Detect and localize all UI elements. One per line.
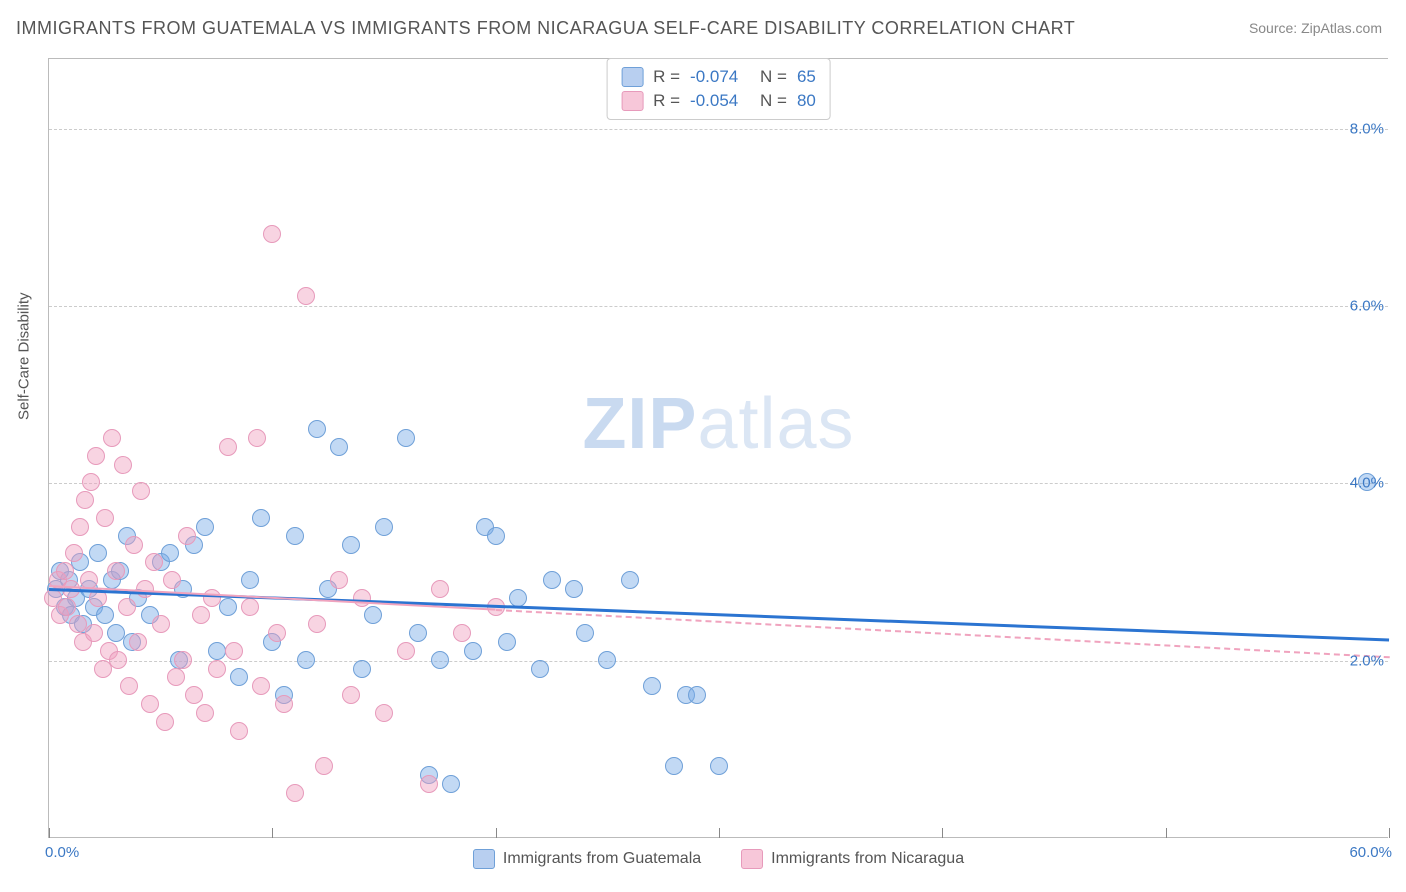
y-axis-label: Self-Care Disability [16,292,33,420]
stats-r-value-guatemala: -0.074 [690,65,750,89]
stats-n-value-guatemala: 65 [797,65,816,89]
bottom-legend: Immigrants from Guatemala Immigrants fro… [49,849,1388,869]
legend-swatch-guatemala [473,849,495,869]
y-tick-label: 6.0% [1350,298,1384,315]
stats-row-nicaragua: R = -0.054 N = 80 [621,89,816,113]
legend-swatch-nicaragua [741,849,763,869]
y-tick-labels: 2.0% 4.0% 6.0% 8.0% [49,58,1388,837]
y-tick-label: 8.0% [1350,120,1384,137]
swatch-guatemala [621,67,643,87]
stats-r-value-nicaragua: -0.054 [690,89,750,113]
legend-item-guatemala: Immigrants from Guatemala [473,849,701,869]
source-prefix: Source: [1249,20,1297,36]
source-name: ZipAtlas.com [1301,20,1382,36]
stats-n-value-nicaragua: 80 [797,89,816,113]
stats-r-label: R = [653,65,680,89]
stats-row-guatemala: R = -0.074 N = 65 [621,65,816,89]
stats-r-label-2: R = [653,89,680,113]
legend-label-guatemala: Immigrants from Guatemala [503,850,701,868]
legend-item-nicaragua: Immigrants from Nicaragua [741,849,964,869]
y-tick-label: 2.0% [1350,652,1384,669]
legend-label-nicaragua: Immigrants from Nicaragua [771,850,964,868]
stats-legend-box: R = -0.074 N = 65 R = -0.054 N = 80 [606,58,831,120]
source-label: Source: ZipAtlas.com [1249,20,1382,36]
y-tick-label: 4.0% [1350,475,1384,492]
chart-plot-area: ZIPatlas R = -0.074 N = 65 R = -0.054 N … [48,58,1388,838]
swatch-nicaragua [621,91,643,111]
stats-n-label-2: N = [760,89,787,113]
chart-title: IMMIGRANTS FROM GUATEMALA VS IMMIGRANTS … [16,18,1075,39]
stats-n-label: N = [760,65,787,89]
